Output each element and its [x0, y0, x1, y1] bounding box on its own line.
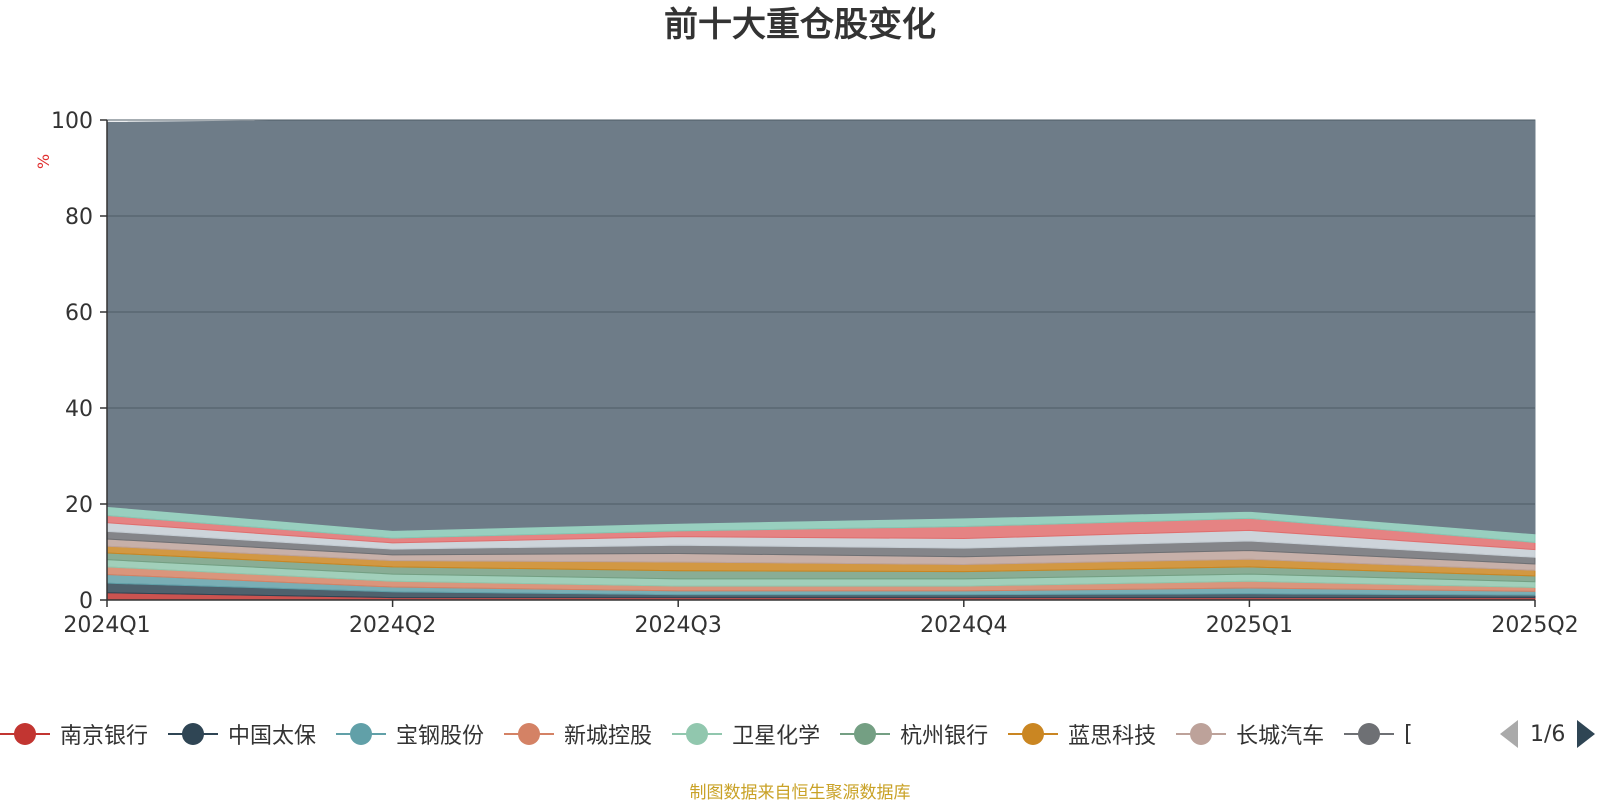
legend-item[interactable]: 新城控股 — [504, 716, 652, 752]
legend-label: 中国太保 — [228, 724, 317, 749]
y-tick-label: 20 — [65, 493, 93, 518]
legend-marker-icon — [336, 722, 387, 746]
chart-title: 前十大重仓股变化 — [664, 5, 936, 45]
legend-next-page-icon[interactable] — [1577, 720, 1596, 748]
legend-label: 卫星化学 — [732, 724, 821, 749]
y-tick-label: 80 — [65, 205, 93, 230]
legend-item[interactable]: 长城汽车 — [1176, 716, 1324, 752]
y-tick-label: 40 — [65, 397, 93, 422]
area-series-12 — [106, 119, 1536, 535]
legend-item[interactable]: 中国太保 — [168, 716, 316, 752]
legend-item[interactable]: 卫星化学 — [672, 716, 820, 752]
legend-marker-icon — [1008, 722, 1059, 746]
legend-label: 蓝思科技 — [1068, 724, 1157, 749]
x-tick-label: 2025Q1 — [1206, 613, 1293, 638]
legend-marker-icon — [672, 722, 723, 746]
x-tick-label: 2024Q4 — [920, 613, 1007, 638]
x-tick-label: 2024Q1 — [63, 613, 150, 638]
chart-legend: 南京银行 中国太保 宝钢股份 新城控股 卫星化学 杭州银行 蓝思科技 长城汽车 [ — [0, 716, 1470, 752]
legend-pager: 1/6 — [1500, 716, 1596, 752]
legend-marker-icon — [1344, 722, 1395, 746]
legend-item[interactable]: 蓝思科技 — [1008, 716, 1156, 752]
legend-prev-page-icon[interactable] — [1500, 720, 1518, 748]
legend-label: [ — [1404, 721, 1413, 747]
legend-marker-icon — [0, 722, 50, 746]
legend-item[interactable]: [ — [1344, 716, 1413, 752]
legend-item[interactable]: 杭州银行 — [840, 716, 988, 752]
legend-marker-icon — [168, 722, 219, 746]
legend-page-indicator: 1/6 — [1530, 721, 1566, 747]
legend-item[interactable]: 宝钢股份 — [336, 716, 484, 752]
y-tick-label: 100 — [51, 109, 93, 134]
legend-marker-icon — [504, 722, 555, 746]
chart-plot: 0 20 40 60 80 100 2024Q1 2024Q2 2024Q3 2024Q4 2025… — [51, 109, 1579, 638]
x-tick-label: 2025Q2 — [1491, 613, 1578, 638]
y-tick-label: 0 — [79, 589, 93, 614]
legend-label: 宝钢股份 — [396, 724, 485, 749]
legend-marker-icon — [840, 722, 891, 746]
legend-label: 杭州银行 — [900, 724, 989, 749]
legend-item[interactable]: 南京银行 — [0, 716, 148, 752]
x-tick-label: 2024Q3 — [635, 613, 722, 638]
legend-label: 南京银行 — [60, 724, 149, 749]
y-tick-label: 60 — [65, 301, 93, 326]
data-source-note: 制图数据来自恒生聚源数据库 — [689, 783, 911, 803]
legend-label: 新城控股 — [564, 724, 653, 749]
legend-marker-icon — [1176, 722, 1227, 746]
legend-label: 长城汽车 — [1236, 724, 1325, 749]
x-tick-label: 2024Q2 — [349, 613, 436, 638]
